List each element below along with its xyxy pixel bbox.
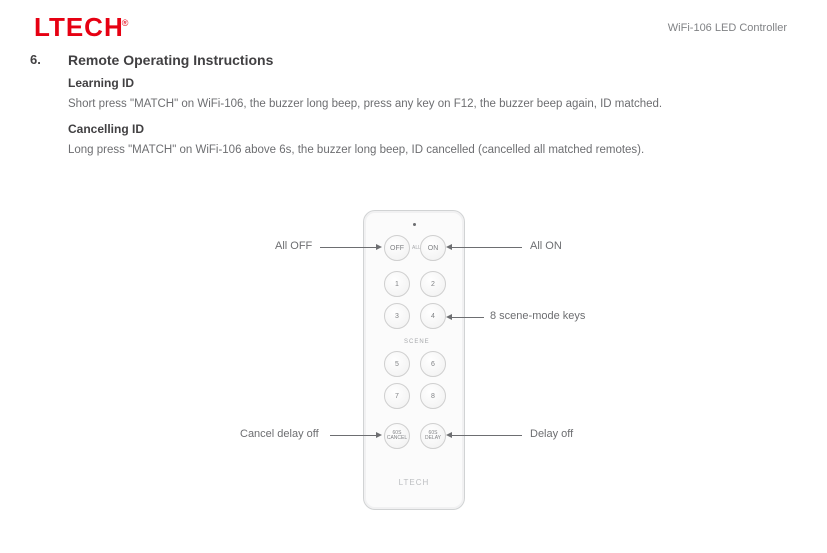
remote-key-6: 6 [420,351,446,377]
remote-key-1: 1 [384,271,410,297]
remote-led-indicator [413,223,416,226]
remote-key-4: 4 [420,303,446,329]
arrow-all-on [452,247,522,248]
remote-scene-label: SCENE [404,339,430,345]
header-product-name: WiFi-106 LED Controller [668,22,787,34]
section-title: Remote Operating Instructions [68,52,273,68]
arrow-head-scene-keys [446,314,452,320]
section-number: 6. [30,52,41,67]
callout-scene-keys: 8 scene-mode keys [490,310,585,322]
arrow-cancel-delay [330,435,376,436]
arrow-head-all-off [376,244,382,250]
cancelling-id-body: Long press "MATCH" on WiFi-106 above 6s,… [68,142,797,159]
remote-key-8: 8 [420,383,446,409]
arrow-all-off [320,247,376,248]
arrow-head-delay-off [446,432,452,438]
arrow-scene-keys [452,317,484,318]
callout-delay-off: Delay off [530,428,573,440]
brand-logo: LTECH® [34,12,129,43]
remote-off-button: OFF [384,235,410,261]
callout-cancel-delay-off: Cancel delay off [240,428,319,440]
remote-key-7: 7 [384,383,410,409]
learning-id-title: Learning ID [68,76,134,90]
remote-brand-label: LTECH [364,478,464,487]
remote-cancel-delay-button: 60S CANCEL [384,423,410,449]
arrow-head-cancel-delay [376,432,382,438]
callout-all-on: All ON [530,240,562,252]
arrow-head-all-on [446,244,452,250]
brand-logo-text: LTECH [34,12,124,42]
remote-delay-button: 60S DELAY [420,423,446,449]
remote-key-3: 3 [384,303,410,329]
cancelling-id-title: Cancelling ID [68,122,144,136]
remote-outline: OFF ALL ON 1 2 3 4 SCENE 5 6 7 8 60S CAN… [363,210,465,510]
arrow-delay-off [452,435,522,436]
remote-key-2: 2 [420,271,446,297]
remote-on-button: ON [420,235,446,261]
callout-all-off: All OFF [275,240,312,252]
learning-id-body: Short press "MATCH" on WiFi-106, the buz… [68,96,797,113]
brand-registered-mark: ® [122,18,130,28]
remote-key-5: 5 [384,351,410,377]
